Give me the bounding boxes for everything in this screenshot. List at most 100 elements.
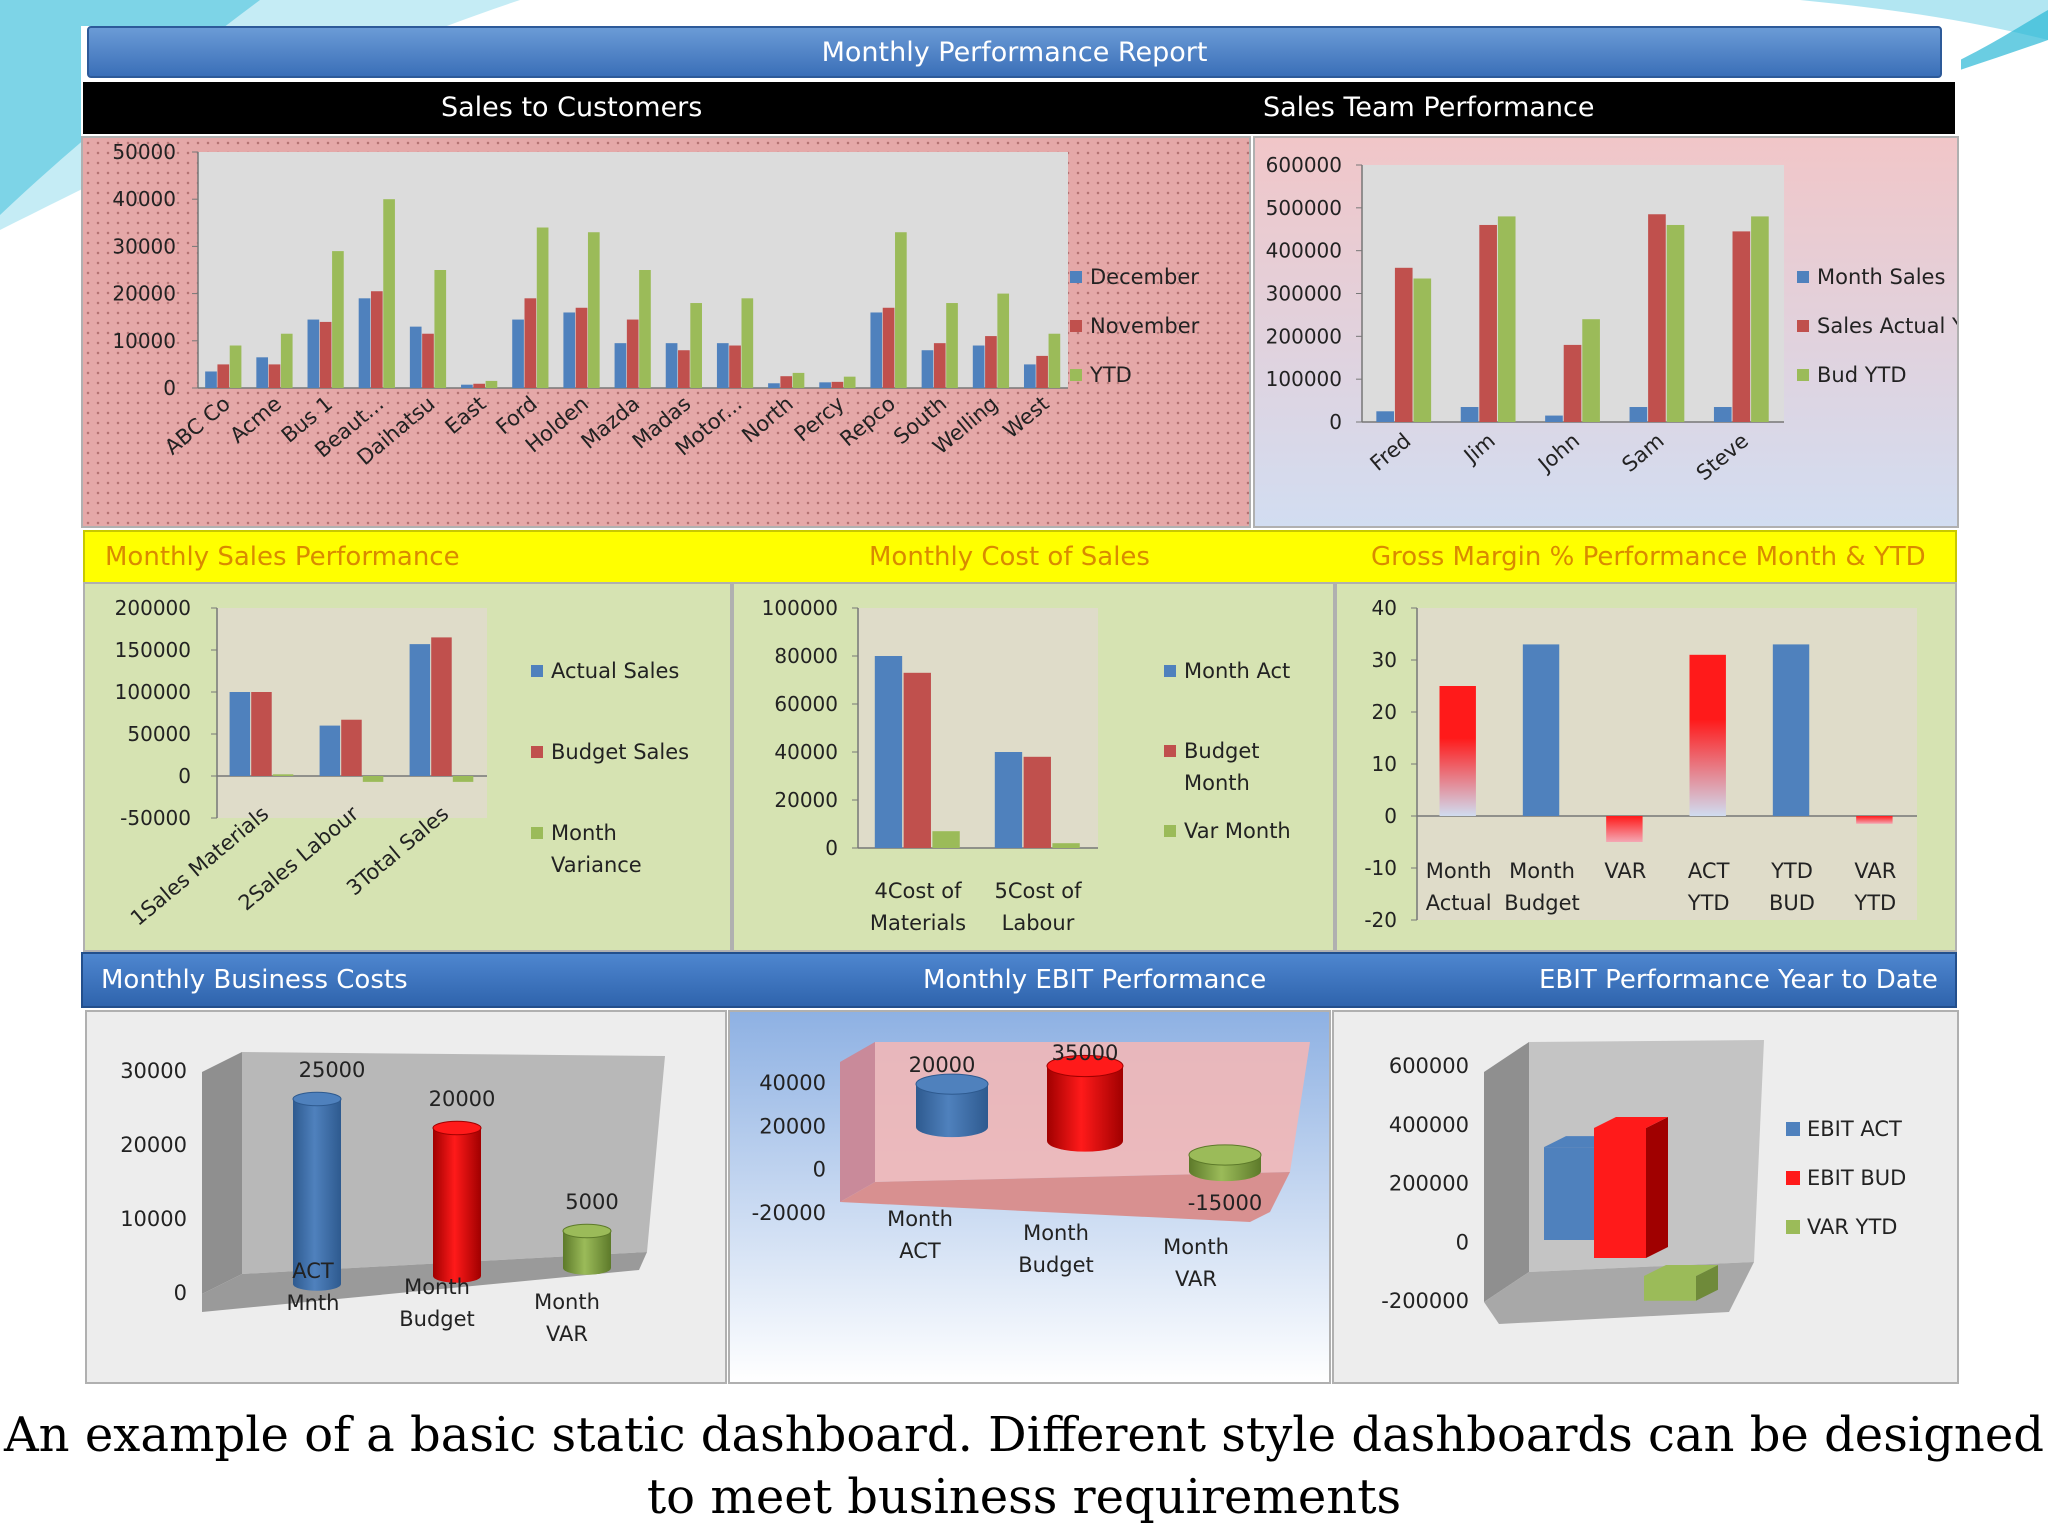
bar-ebit-month <box>1046 1054 1124 1152</box>
x-tick-label: Acme <box>225 391 286 447</box>
bar-ebit-month <box>915 1073 989 1138</box>
bar-customers-december <box>358 298 371 388</box>
bar-customers-ytd <box>229 345 242 388</box>
bar-customers-ytd <box>792 372 805 388</box>
legend-label: EBIT BUD <box>1807 1166 1906 1190</box>
bar-customers-november <box>933 343 946 388</box>
bar-customers-ytd <box>587 232 600 388</box>
x-tick-label: Month Budget <box>399 1275 475 1331</box>
x-tick-label: ACT Mnth <box>287 1259 340 1315</box>
y-tick-label: 50000 <box>127 722 191 746</box>
bar-ebit-ytd <box>1644 1265 1718 1301</box>
bar-cost_of_sales-var-month <box>932 831 960 848</box>
y-tick-label: 100000 <box>115 680 191 704</box>
legend-swatch <box>1070 369 1082 381</box>
legend-swatch <box>1786 1220 1800 1234</box>
bar-customers-november <box>780 376 793 388</box>
x-tick-label: YTD BUD <box>1769 859 1815 915</box>
cost-of-sales-panel: 100000 80000 60000 40000 20000 0 4Cost of Mater… <box>732 582 1335 952</box>
business-costs-panel: 30000 20000 10000 0 25000 20000 5000 ACT Mnth Mon… <box>85 1010 727 1384</box>
bar-customers-november <box>319 321 332 388</box>
y-tick-label: 20 <box>1372 700 1397 724</box>
bar-team-month-sales <box>1376 411 1394 422</box>
team-panel: 600000 500000 400000 300000 200000 100000 0 Fre… <box>1253 136 1994 528</box>
bar-customers-december <box>819 382 831 388</box>
bar-team-sales-actual-ytd <box>1732 231 1751 422</box>
ebit-month-chart: 40000 20000 0 -20000 20000 35000 -15000 Month AC… <box>752 1041 1310 1291</box>
legend-label: November <box>1090 314 1200 338</box>
x-tick-label: East <box>441 391 491 439</box>
bar-customers-november <box>626 319 639 388</box>
x-tick-label: Month Actual <box>1426 859 1492 915</box>
data-label: 25000 <box>299 1058 366 1082</box>
legend-swatch <box>1164 825 1176 837</box>
legend-swatch <box>531 827 543 839</box>
bar-customers-december <box>409 326 422 388</box>
legend-label: Month Sales <box>1817 265 1945 289</box>
legend-label: Month Variance <box>551 821 642 877</box>
bar-team-bud-ytd <box>1582 319 1600 422</box>
y-tick-label: 80000 <box>774 644 838 668</box>
bar-team-month-sales <box>1545 415 1563 422</box>
bar-customers-december <box>1023 364 1036 388</box>
y-tick-label: 40000 <box>774 740 838 764</box>
data-label: 20000 <box>909 1053 976 1077</box>
bar-customers-december <box>921 350 934 388</box>
bar-cost_of_sales-var-month <box>1052 843 1080 848</box>
y-tick-label: 400000 <box>1266 239 1342 263</box>
bar-business-costs <box>292 1091 342 1291</box>
y-tick-label: 200000 <box>1266 324 1342 348</box>
floor <box>202 1252 647 1312</box>
bar-business-costs <box>562 1223 612 1275</box>
y-tick-label: 10000 <box>120 1207 187 1231</box>
bar-cost_of_sales-budget-month <box>903 672 931 848</box>
y-tick-label: 600000 <box>1266 153 1342 177</box>
y-tick-label: 40 <box>1372 596 1397 620</box>
data-label: 5000 <box>565 1190 618 1214</box>
legend-label: Var Month <box>1184 819 1291 843</box>
bar-customers-november <box>1036 355 1048 388</box>
x-tick-label: 4Cost of Materials <box>870 879 966 935</box>
bar-customers-december <box>665 343 678 388</box>
legend-label: Month Act <box>1184 659 1290 683</box>
x-tick-label: Jim <box>1458 428 1500 469</box>
bar-monthly_sales-month-variance <box>272 774 294 776</box>
team-chart: 600000 500000 400000 300000 200000 100000 0 Fre… <box>1266 153 1994 485</box>
gross-margin-header: Gross Margin % Performance Month & YTD <box>1371 542 1926 572</box>
x-tick-label: Sam <box>1617 428 1668 476</box>
bar-customers-december <box>461 384 473 388</box>
bar-team-bud-ytd <box>1497 216 1516 422</box>
legend-label: Actual Sales <box>551 659 679 683</box>
legend-swatch <box>1786 1122 1800 1136</box>
legend-swatch <box>1786 1171 1800 1185</box>
ebit-ytd-panel: 600000 400000 200000 0 -200000 EBIT ACT EBIT B… <box>1332 1010 1959 1384</box>
bar-gross_margin-value <box>1856 816 1893 824</box>
bar-customers-november <box>217 364 230 388</box>
legend-swatch <box>531 665 543 677</box>
x-tick-label: West <box>999 391 1054 443</box>
bar-customers-december <box>972 345 985 388</box>
x-tick-label: Month Budget <box>1504 859 1580 915</box>
bar-team-sales-actual-ytd <box>1394 267 1413 422</box>
gross-margin-panel: 40 30 20 10 0 -10 -20 Month Actual Month Budget VAR… <box>1335 582 1957 952</box>
y-tick-label: 0 <box>1384 804 1397 828</box>
bar-monthly_sales-budget-sales <box>251 692 272 776</box>
bar-customers-december <box>205 371 217 388</box>
legend-swatch <box>1164 745 1176 757</box>
bar-team-bud-ytd <box>1413 278 1432 422</box>
legend-label: VAR YTD <box>1807 1215 1897 1239</box>
legend-label: Bud YTD <box>1817 363 1907 387</box>
x-tick-label: Month ACT <box>887 1207 953 1263</box>
y-tick-label: 100000 <box>762 596 838 620</box>
y-tick-label: -20 <box>1364 908 1397 932</box>
header-row-1: Sales to Customers Sales Team Performanc… <box>83 82 1955 134</box>
bar-customers-ytd <box>946 303 958 388</box>
x-tick-label: VAR <box>1604 859 1646 883</box>
bar-customers-ytd <box>485 380 498 388</box>
y-tick-label: 60000 <box>774 692 838 716</box>
bar-customers-ytd <box>434 270 447 388</box>
data-label: -15000 <box>1188 1191 1262 1215</box>
bar-monthly_sales-budget-sales <box>431 637 452 776</box>
